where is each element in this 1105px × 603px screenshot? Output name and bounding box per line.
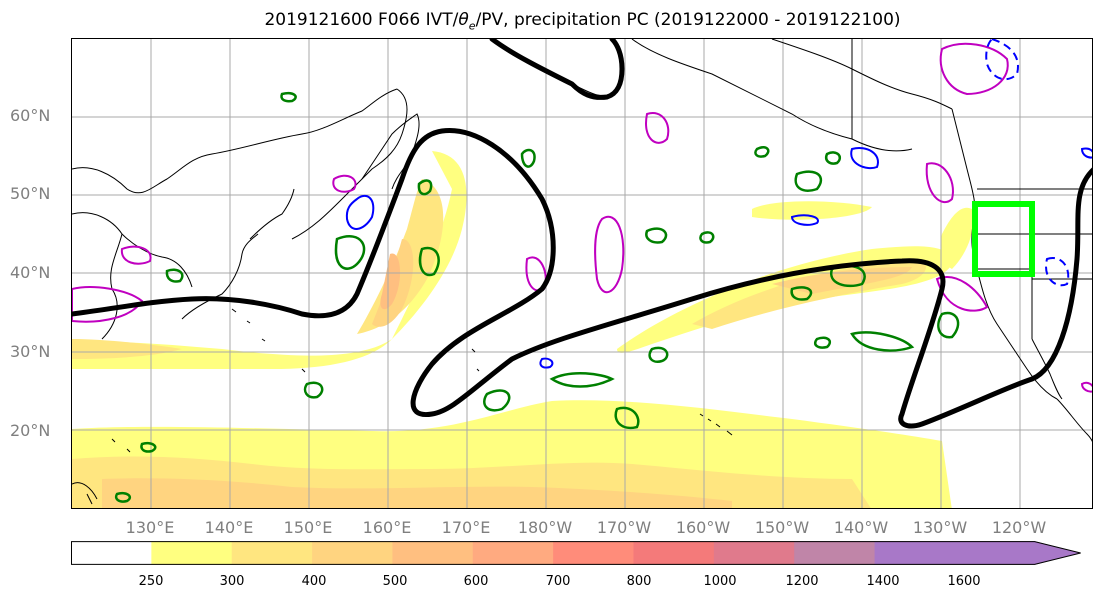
title-suffix: /PV, precipitation PC (2019122000 - 2019… — [475, 10, 901, 30]
colorbar-tick-1200: 1200 — [785, 574, 819, 589]
title-prefix: 2019121600 F066 IVT/ — [264, 10, 459, 30]
colorbar-tick-400: 400 — [301, 574, 327, 589]
lon-label-160e: 160°E — [362, 518, 412, 537]
colorbar-segment — [874, 541, 1081, 565]
lon-label-170w: 170°W — [596, 518, 652, 537]
lon-label-160w: 160°W — [675, 518, 731, 537]
lat-label-30n: 30°N — [10, 342, 51, 361]
colorbar-segment — [794, 541, 876, 565]
lon-label-130e: 130°E — [125, 518, 175, 537]
colorbar-segment — [713, 541, 795, 565]
colorbar-tick-700: 700 — [545, 574, 571, 589]
colorbar-segment — [71, 541, 152, 565]
colorbar-segment — [312, 541, 393, 565]
map-panel — [71, 38, 1093, 509]
colorbar-segment — [231, 541, 313, 565]
colorbar-tick-600: 600 — [463, 574, 489, 589]
colorbar-tick-1000: 1000 — [703, 574, 737, 589]
lat-label-20n: 20°N — [10, 421, 51, 440]
plot-title: 2019121600 F066 IVT/θe/PV, precipitation… — [0, 10, 1105, 32]
lat-label-50n: 50°N — [10, 184, 51, 203]
colorbar-segments — [71, 541, 1081, 565]
lon-label-150e: 150°E — [283, 518, 333, 537]
colorbar-tick-300: 300 — [219, 574, 245, 589]
colorbar-tick-500: 500 — [382, 574, 408, 589]
lat-label-60n: 60°N — [10, 106, 51, 125]
theta-e-negative-contours — [345, 39, 1092, 369]
focus-region-box — [972, 201, 1035, 277]
colorbar-tick-250: 250 — [138, 574, 164, 589]
title-theta-sub: e — [468, 19, 476, 33]
title-theta: θ — [458, 10, 469, 30]
lon-label-180w: 180°W — [517, 518, 573, 537]
lon-label-140w: 140°W — [833, 518, 889, 537]
colorbar-segment — [392, 541, 474, 565]
lon-label-120w: 120°W — [991, 518, 1047, 537]
lon-label-170e: 170°E — [441, 518, 491, 537]
colorbar — [71, 541, 1081, 565]
colorbar-tick-1400: 1400 — [866, 574, 900, 589]
pv-contours — [114, 92, 960, 503]
theta-e-positive-contours — [72, 42, 1092, 393]
colorbar-segment — [151, 541, 233, 565]
colorbar-tick-800: 800 — [626, 574, 652, 589]
lon-label-140e: 140°E — [204, 518, 254, 537]
lon-label-150w: 150°W — [754, 518, 810, 537]
colorbar-segment — [633, 541, 715, 565]
colorbar-segment — [553, 541, 634, 565]
lat-label-40n: 40°N — [10, 263, 51, 282]
map-svg — [72, 39, 1092, 508]
colorbar-tick-1600: 1600 — [947, 574, 981, 589]
colorbar-segment — [472, 541, 554, 565]
lon-label-130w: 130°W — [912, 518, 968, 537]
ivt-contour-lines — [72, 39, 1092, 429]
colorbar-outline — [71, 541, 1081, 565]
ivt-shading — [72, 151, 974, 508]
